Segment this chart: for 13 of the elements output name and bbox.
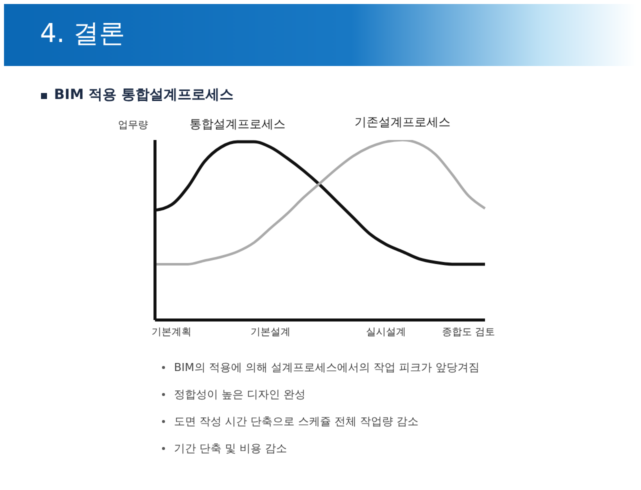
text: 기간 단축 및 비용 감소 bbox=[174, 442, 287, 455]
series-label: 통합설계프로세스 bbox=[190, 116, 286, 131]
series-label: 기존설계프로세스 bbox=[354, 115, 450, 129]
x-tick-label: 기본계획 bbox=[152, 327, 192, 338]
y-axis-title: 업무량 bbox=[118, 119, 148, 132]
chart-title: 4. 결론 bbox=[40, 18, 126, 51]
text: BIM의 적용에 의해 설계프로세스에서의 작업 피크가 앞당겨짐 bbox=[174, 361, 480, 374]
x-tick-label: 실시설계 bbox=[366, 327, 406, 338]
text: 정합성이 높은 디자인 완성 bbox=[174, 388, 306, 401]
chart-subtitle: BIM 적용 통합설계프로세스 bbox=[54, 86, 234, 104]
x-tick-label: 기본설계 bbox=[250, 327, 290, 338]
x-tick-label: 종합도 검토 bbox=[442, 327, 496, 338]
text: 도면 작성 시간 단축으로 스케쥴 전체 작업량 감소 bbox=[174, 415, 418, 428]
